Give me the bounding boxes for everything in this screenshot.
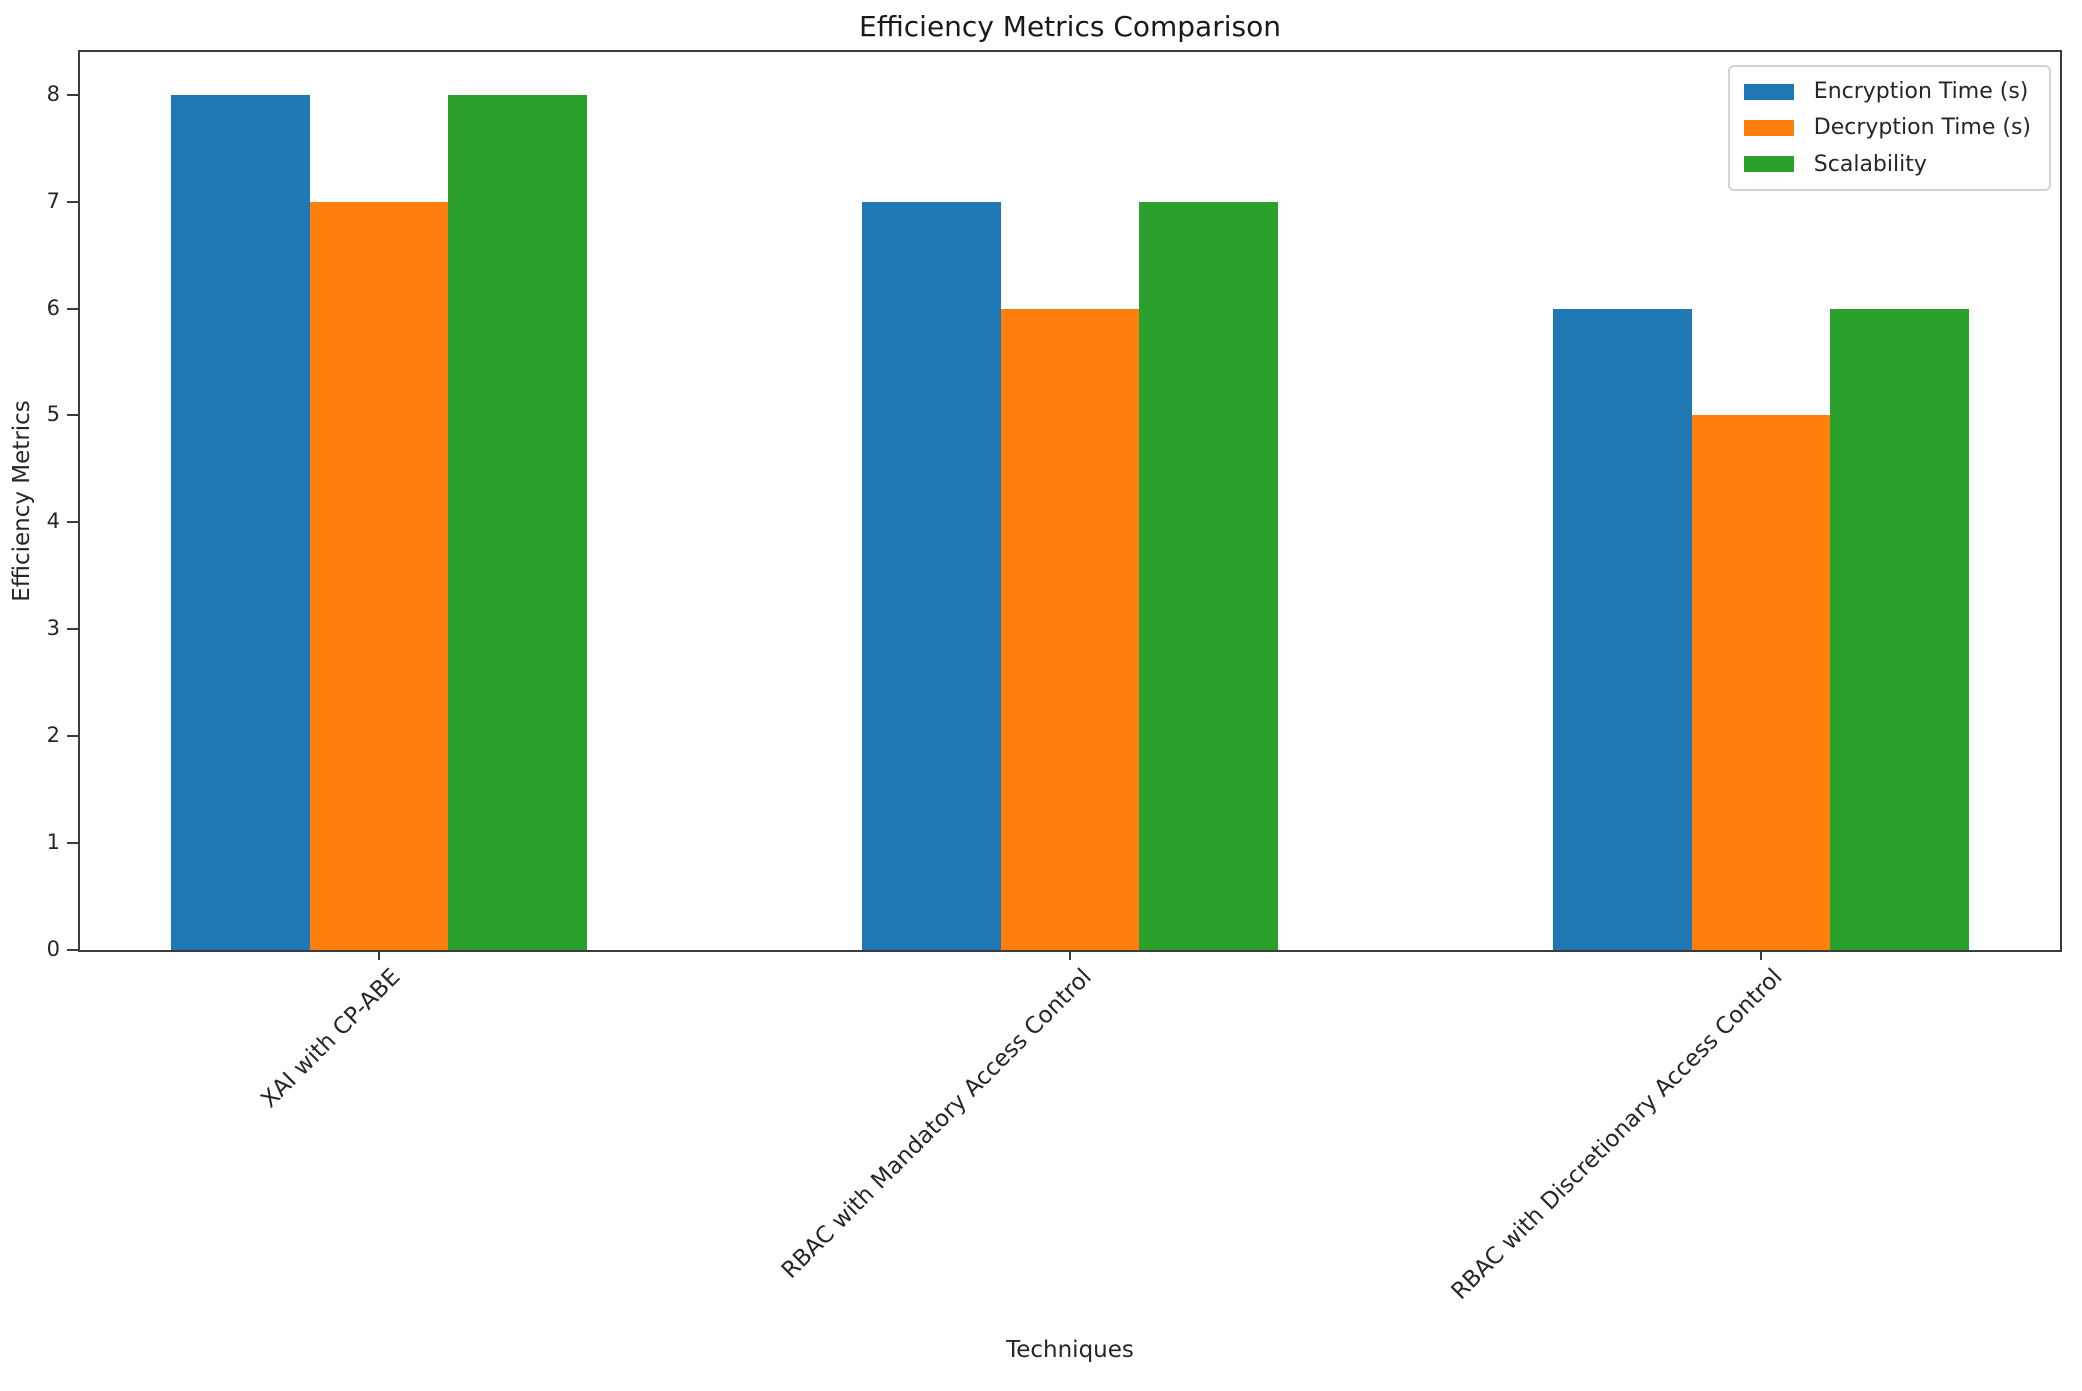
x-tick — [377, 950, 380, 960]
bar-series1-cat3 — [1553, 308, 1692, 950]
y-tick — [67, 735, 78, 738]
bar-series2-cat3 — [1691, 415, 1831, 950]
y-tick-label: 3 — [46, 616, 60, 641]
y-tick-label: 0 — [46, 937, 60, 961]
legend-label: Encryption Time (s) — [1813, 79, 2029, 104]
bar-series3-cat2 — [1139, 201, 1278, 950]
y-tick — [67, 842, 78, 845]
x-tick-label: RBAC with Mandatory Access Control — [776, 964, 1097, 1284]
bar-series3-cat1 — [448, 94, 587, 950]
x-tick-label: RBAC with Discretionary Access Control — [1446, 964, 1788, 1305]
legend-item: Decryption Time (s) — [1743, 115, 2031, 141]
bar-series1-cat1 — [171, 94, 310, 950]
bar-series2-cat2 — [1000, 308, 1140, 950]
legend: Encryption Time (s) Decryption Time (s) Sc… — [1727, 65, 2051, 191]
x-tick — [1069, 950, 1071, 960]
y-tick-label: 5 — [46, 402, 60, 427]
legend-item: Scalability — [1743, 151, 2031, 177]
y-tick-label: 1 — [46, 830, 60, 855]
chart-title: Efficiency Metrics Comparison — [859, 10, 1281, 43]
y-tick — [67, 521, 78, 524]
y-tick-label: 7 — [46, 188, 60, 213]
y-axis-label-wrap: Efficiency Metrics — [0, 52, 82, 950]
legend-swatch-icon — [1743, 83, 1794, 100]
y-tick-label: 4 — [46, 509, 60, 534]
y-axis-label: Efficiency Metrics — [9, 400, 35, 602]
y-tick-label: 6 — [46, 295, 60, 320]
legend-label: Decryption Time (s) — [1813, 115, 2031, 141]
x-axis-label: Techniques — [1006, 1337, 1134, 1363]
y-tick — [67, 949, 78, 951]
y-tick — [67, 628, 78, 631]
x-tick-label: XAI with CP-ABE — [256, 964, 406, 1114]
y-tick — [67, 200, 78, 203]
legend-item: Encryption Time (s) — [1743, 79, 2031, 104]
y-tick-label: 2 — [46, 723, 60, 748]
legend-swatch-icon — [1743, 119, 1794, 136]
y-tick — [67, 414, 78, 417]
y-tick — [67, 93, 78, 96]
bar-series2-cat1 — [309, 201, 449, 950]
bar-series1-cat2 — [862, 201, 1001, 950]
y-tick-label: 8 — [46, 81, 60, 106]
legend-swatch-icon — [1743, 156, 1794, 173]
x-tick — [1760, 950, 1763, 960]
bar-series3-cat3 — [1830, 308, 1969, 950]
legend-label: Scalability — [1813, 151, 1927, 177]
y-tick — [67, 307, 78, 310]
